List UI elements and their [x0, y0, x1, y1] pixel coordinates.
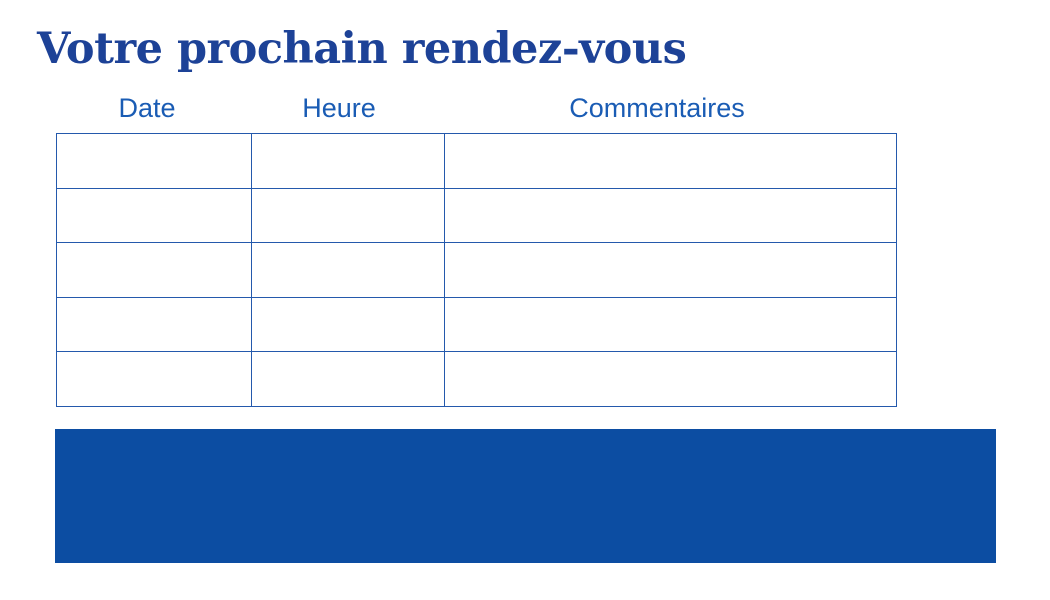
table-cell-heure [251, 187, 445, 244]
appointments-table-body [56, 133, 897, 407]
footer-band [55, 429, 996, 563]
column-header-date: Date [118, 93, 176, 123]
table-row [56, 351, 897, 407]
table-cell-heure [251, 296, 445, 353]
table-cell-date [56, 187, 252, 244]
table-cell-heure [251, 133, 445, 189]
table-cell-commentaires [444, 296, 897, 353]
table-row [56, 242, 897, 298]
table-cell-commentaires [444, 351, 897, 407]
column-header-commentaires: Commentaires [569, 93, 745, 123]
page-title: Votre prochain rendez-vous [37, 24, 687, 74]
table-cell-date [56, 296, 252, 353]
table-cell-commentaires [444, 133, 897, 189]
table-row [56, 133, 897, 189]
table-column-headers: Date Heure Commentaires [0, 93, 1050, 123]
table-cell-heure [251, 242, 445, 298]
table-row [56, 296, 897, 353]
table-cell-date [56, 133, 252, 189]
table-cell-heure [251, 351, 445, 407]
table-cell-date [56, 351, 252, 407]
column-header-heure: Heure [302, 93, 376, 123]
table-row [56, 187, 897, 244]
table-cell-commentaires [444, 242, 897, 298]
appointments-table [56, 133, 897, 407]
table-cell-date [56, 242, 252, 298]
table-cell-commentaires [444, 187, 897, 244]
